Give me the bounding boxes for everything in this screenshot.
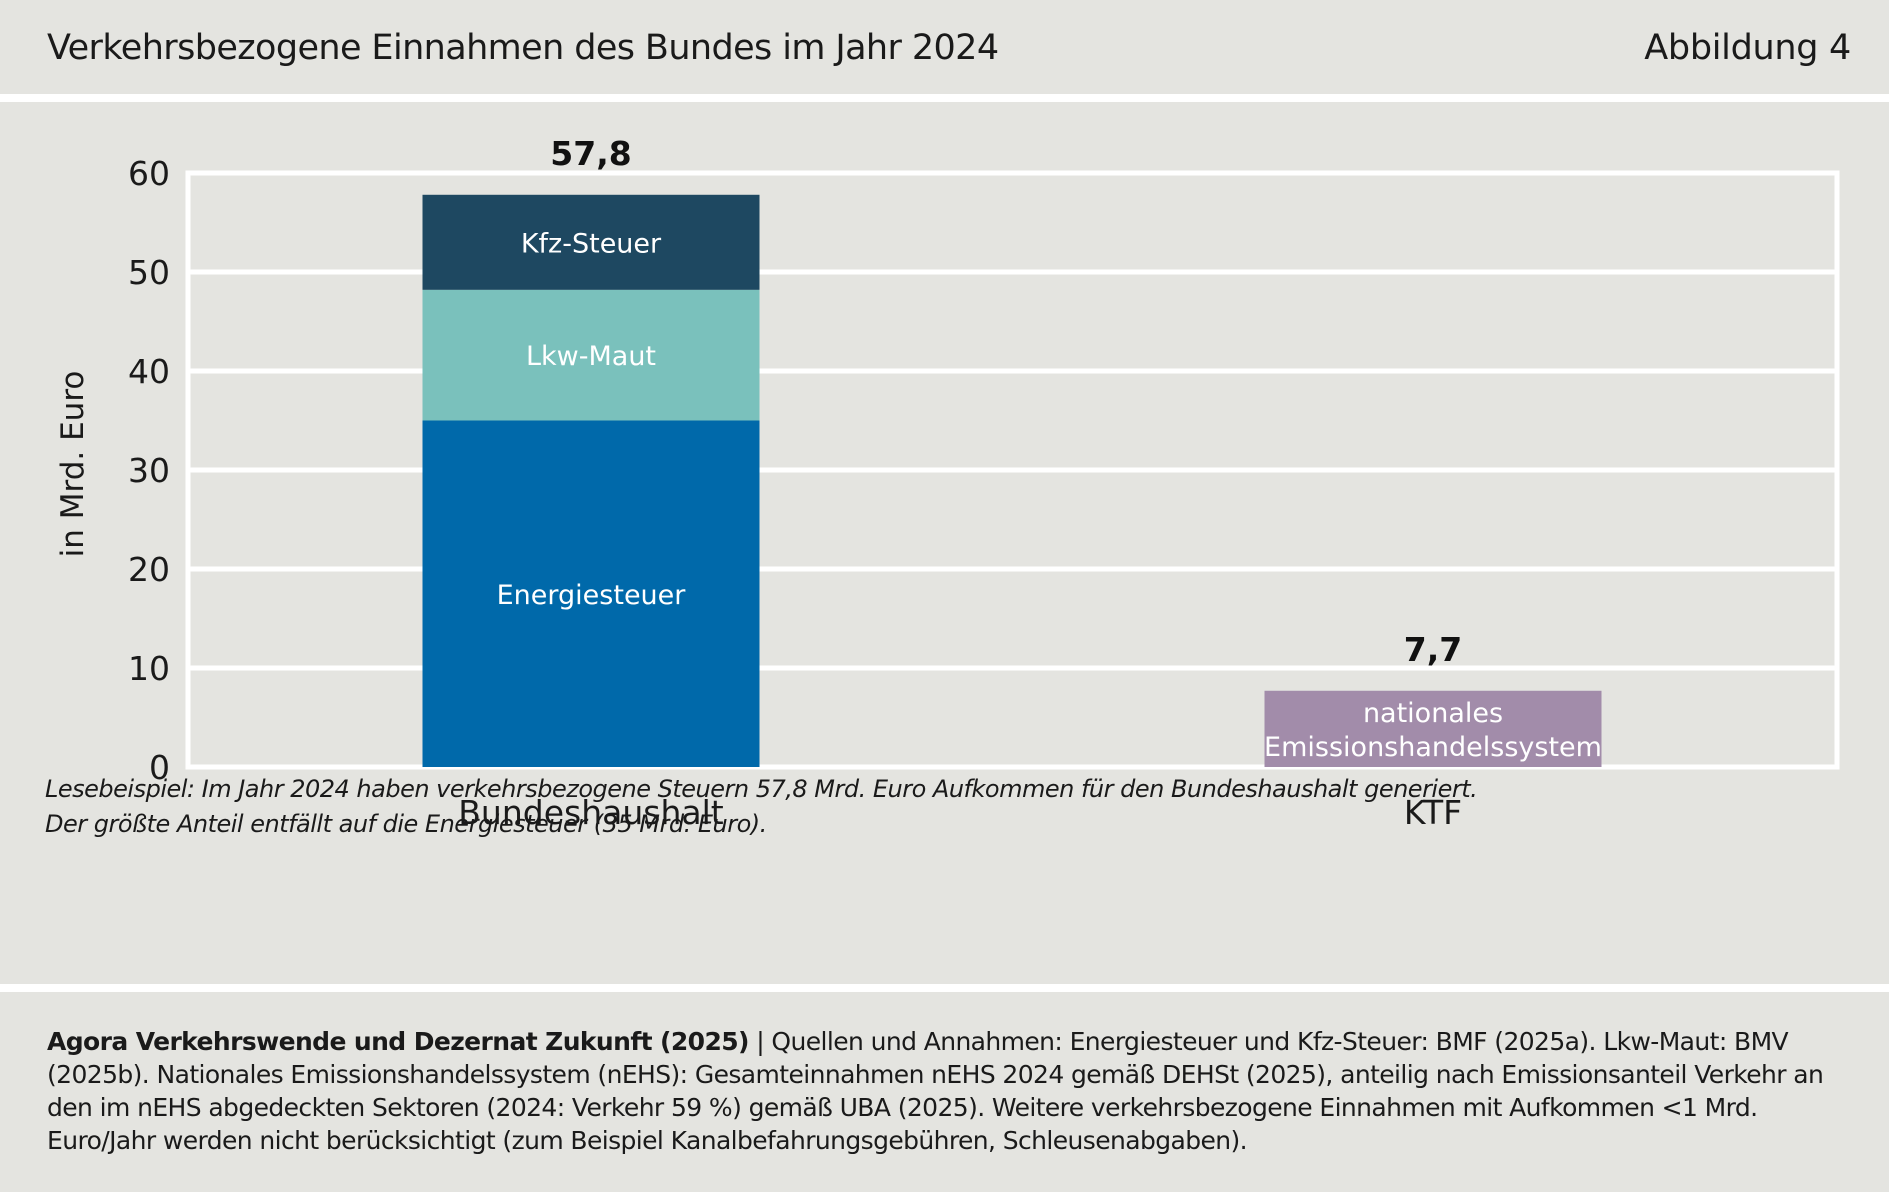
total-label: 7,7 bbox=[1404, 630, 1462, 669]
x-axis-labels: Bundeshaushalt KTF bbox=[458, 793, 1462, 832]
y-axis-label: in Mrd. Euro bbox=[55, 371, 91, 558]
segment-label: nationales bbox=[1363, 698, 1503, 729]
source-details: Quellen und Annahmen: Energiesteuer und … bbox=[47, 1027, 1824, 1155]
total-label: 57,8 bbox=[550, 134, 631, 173]
footer-band bbox=[0, 992, 1889, 1192]
note-line-2: Der größte Anteil entfällt auf die Energ… bbox=[45, 810, 767, 838]
source-separator: | bbox=[748, 1027, 772, 1056]
y-tick-label: 40 bbox=[128, 352, 170, 391]
segment-label: Kfz-Steuer bbox=[521, 228, 662, 259]
source-author: Agora Verkehrswende und Dezernat Zukunft… bbox=[47, 1027, 749, 1056]
bar-segment bbox=[422, 194, 760, 290]
header-band: Verkehrsbezogene Einnahmen des Bundes im… bbox=[0, 0, 1889, 94]
y-tick-label: 20 bbox=[128, 550, 170, 589]
segment-label: Lkw-Maut bbox=[526, 341, 656, 372]
figure-number: Abbildung 4 bbox=[1644, 28, 1851, 68]
y-tick-label: 10 bbox=[128, 649, 170, 688]
reading-example-note: Lesebeispiel: Im Jahr 2024 haben verkehr… bbox=[45, 772, 1478, 842]
y-tick-label: 60 bbox=[128, 154, 170, 193]
y-tick-label: 0 bbox=[149, 748, 170, 787]
bar-segment bbox=[1264, 690, 1602, 767]
segment-label: Emissionshandelssystem bbox=[1264, 732, 1602, 763]
y-axis-ticks: 0 10 20 30 40 50 60 bbox=[128, 154, 170, 787]
source-text: Agora Verkehrswende und Dezernat Zukunft… bbox=[47, 1025, 1867, 1157]
chart-title: Verkehrsbezogene Einnahmen des Bundes im… bbox=[47, 28, 999, 68]
x-category-label: Bundeshaushalt bbox=[458, 793, 723, 832]
bar-segment bbox=[422, 289, 760, 421]
note-line-1: Lesebeispiel: Im Jahr 2024 haben verkehr… bbox=[45, 775, 1478, 803]
bars: Energiesteuer Lkw-Maut Kfz-Steuer 57,8 natio… bbox=[422, 134, 1602, 767]
y-tick-label: 50 bbox=[128, 253, 170, 292]
y-tick-label: 30 bbox=[128, 451, 170, 490]
segment-label: Energiesteuer bbox=[497, 580, 687, 611]
chart-panel bbox=[0, 102, 1889, 984]
bar-segment bbox=[422, 420, 760, 767]
bar-stack-bundeshaushalt: Energiesteuer Lkw-Maut Kfz-Steuer 57,8 bbox=[422, 134, 760, 767]
x-category-label: KTF bbox=[1404, 793, 1462, 832]
